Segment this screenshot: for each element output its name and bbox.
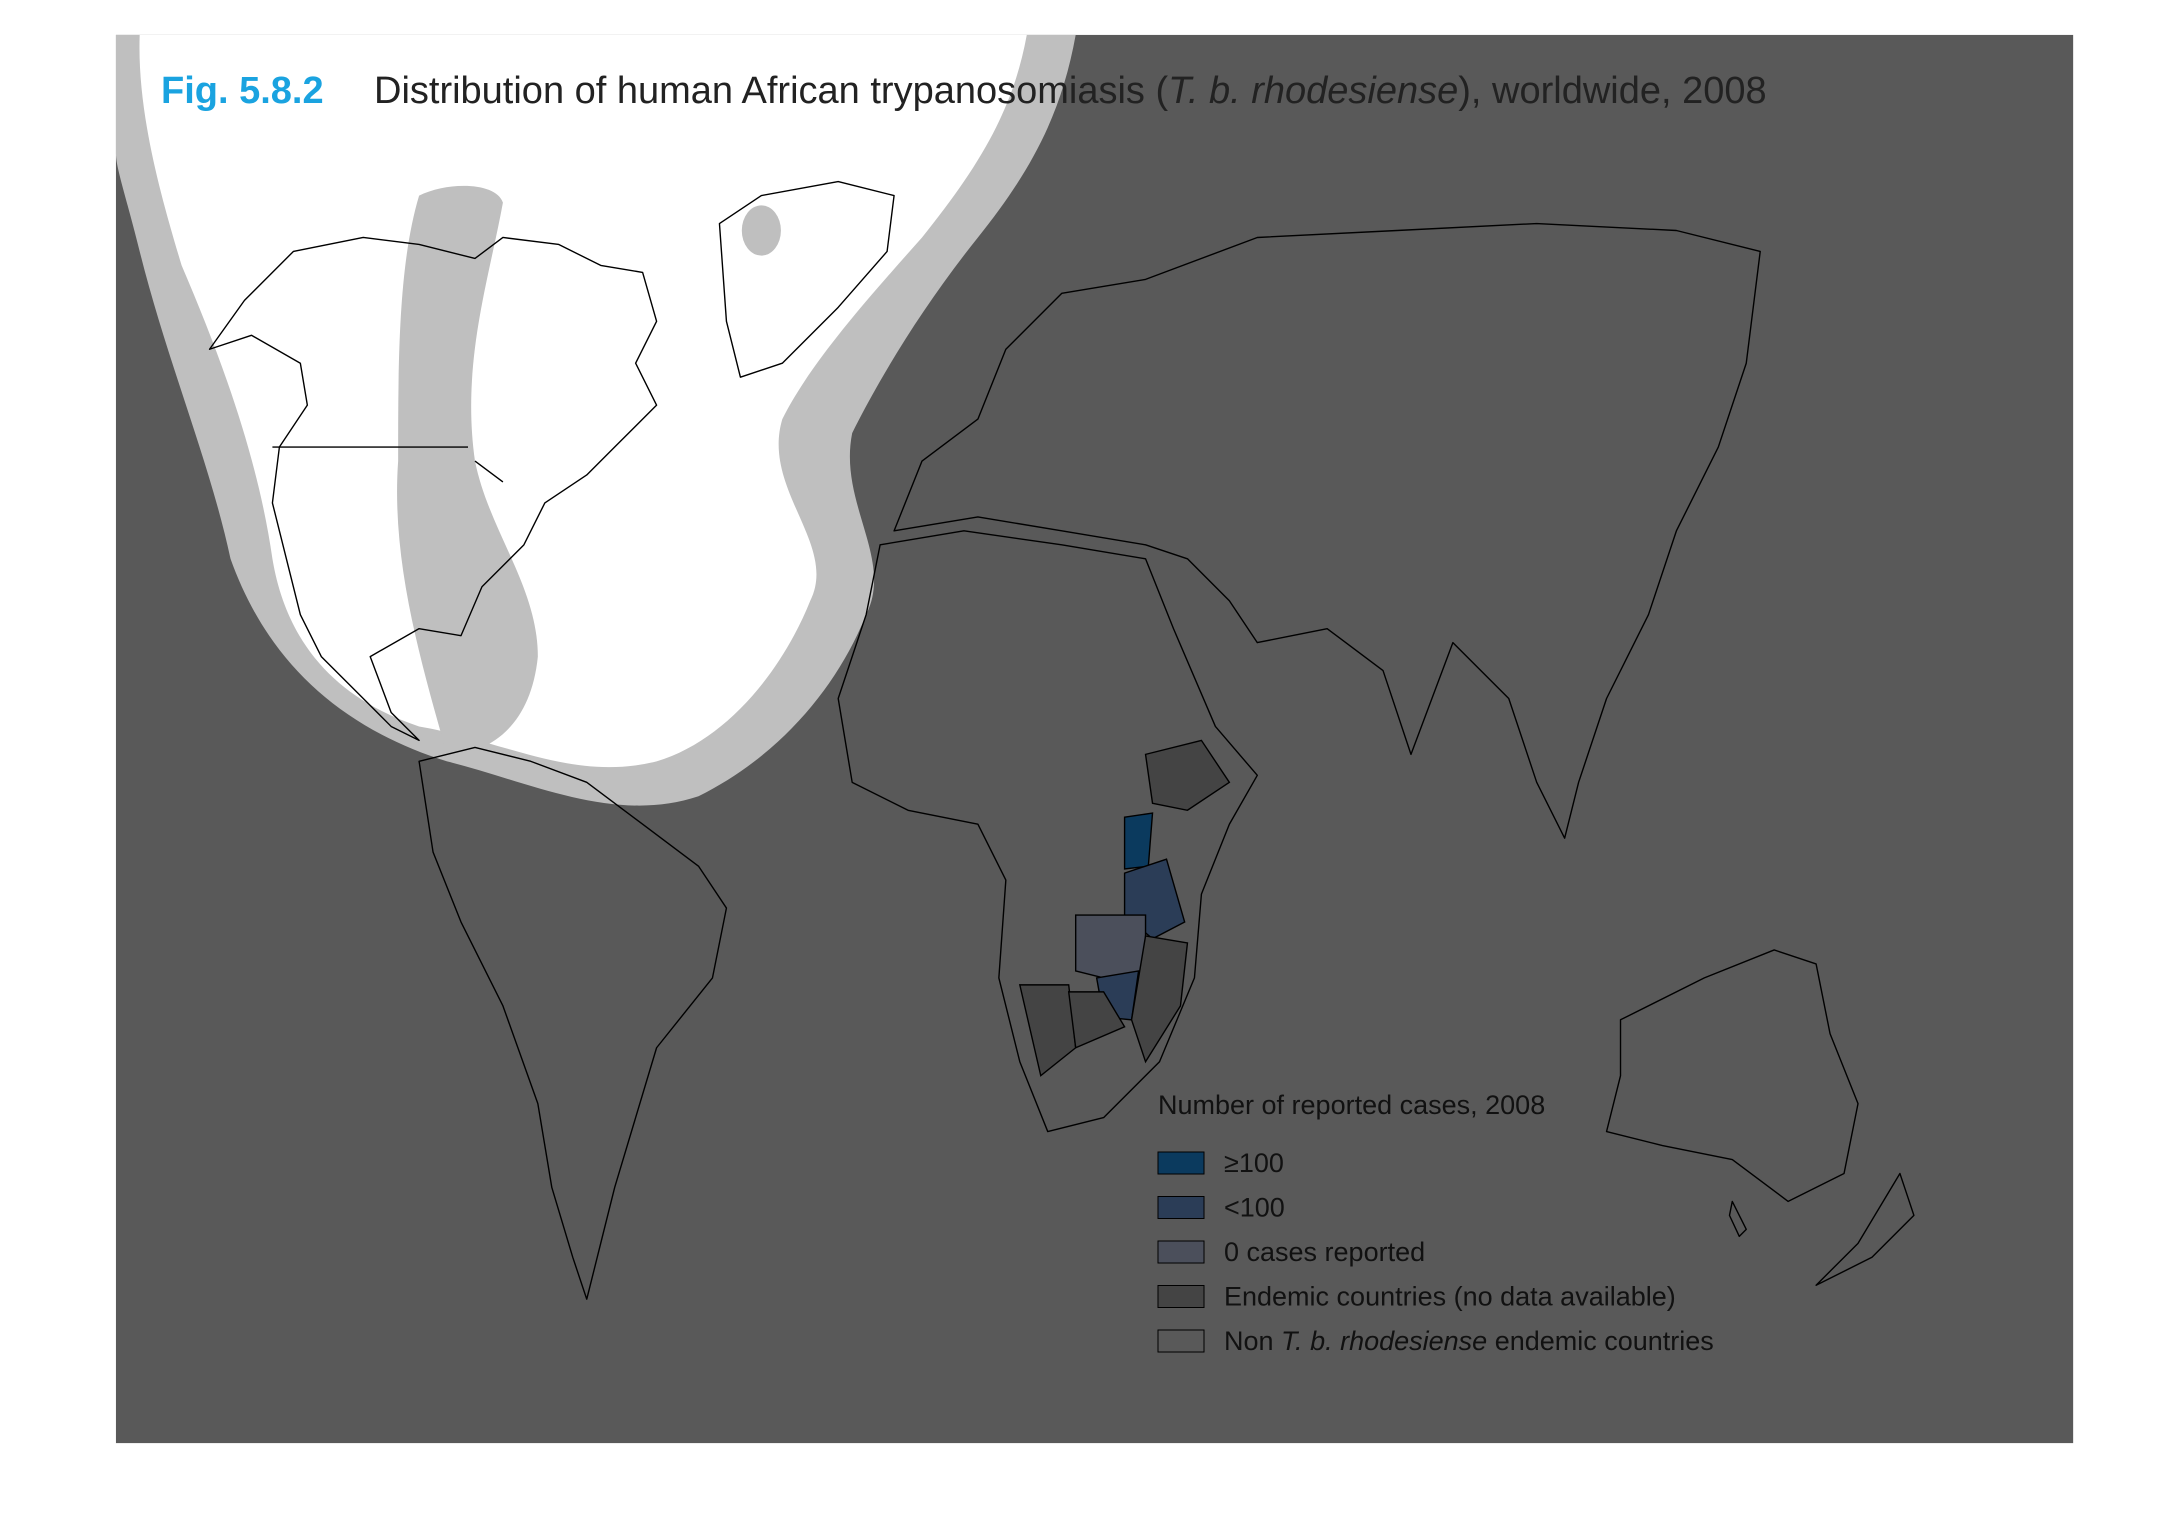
legend-title: Number of reported cases, 2008 (1158, 1090, 1545, 1120)
legend-swatch (1157, 1240, 1205, 1264)
legend-label-part: Non (1224, 1326, 1281, 1356)
border (272, 446, 504, 483)
botswana (1067, 991, 1126, 1049)
greenland (718, 180, 895, 378)
tasmania (1728, 1200, 1747, 1238)
north-america (208, 236, 658, 742)
legend-swatch (1157, 1285, 1205, 1308)
legend: Number of reported cases, 2008 ≥100 <100 0… (1157, 1090, 1714, 1356)
legend-label-part: <100 (1224, 1193, 1285, 1223)
zambia (1074, 914, 1147, 979)
highlight-spot (741, 205, 781, 256)
legend-swatch (1157, 1329, 1205, 1353)
legend-label-part: Endemic countries (no data available) (1224, 1282, 1676, 1312)
legend-label-part: 0 cases reported (1224, 1237, 1425, 1267)
legend-swatch (1157, 1196, 1205, 1219)
title-part: ), worldwide, 2008 (1458, 70, 1766, 112)
mozambique (1130, 935, 1189, 1064)
uganda (1123, 812, 1154, 870)
map (115, 34, 2074, 1444)
legend-swatch (1157, 1151, 1205, 1175)
south-america (418, 746, 728, 1300)
figure-number: Fig. 5.8.2 (161, 70, 324, 112)
new-zealand (1815, 1172, 1915, 1286)
legend-label: ≥100 (1224, 1148, 1284, 1178)
legend-label-part: endemic countries (1487, 1326, 1714, 1356)
highlight-strip (397, 185, 538, 755)
australia (1605, 949, 1859, 1203)
title-part: Distribution of human African trypanosom… (374, 70, 1168, 112)
figure-title: Distribution of human African trypanosom… (374, 70, 1767, 112)
legend-label: 0 cases reported (1224, 1237, 1425, 1267)
legend-label: Non T. b. rhodesiense endemic countries (1224, 1326, 1714, 1356)
legend-label: Endemic countries (no data available) (1224, 1282, 1676, 1312)
legend-label-part: T. b. rhodesiense (1281, 1326, 1487, 1356)
legend-label: <100 (1224, 1193, 1285, 1223)
legend-label-part: ≥100 (1224, 1148, 1284, 1178)
highlight-region (139, 34, 1027, 768)
africa (837, 530, 1258, 1133)
title-part: T. b. rhodesiense (1168, 70, 1458, 112)
eurasia (893, 222, 1761, 839)
ethiopia (1144, 739, 1231, 812)
